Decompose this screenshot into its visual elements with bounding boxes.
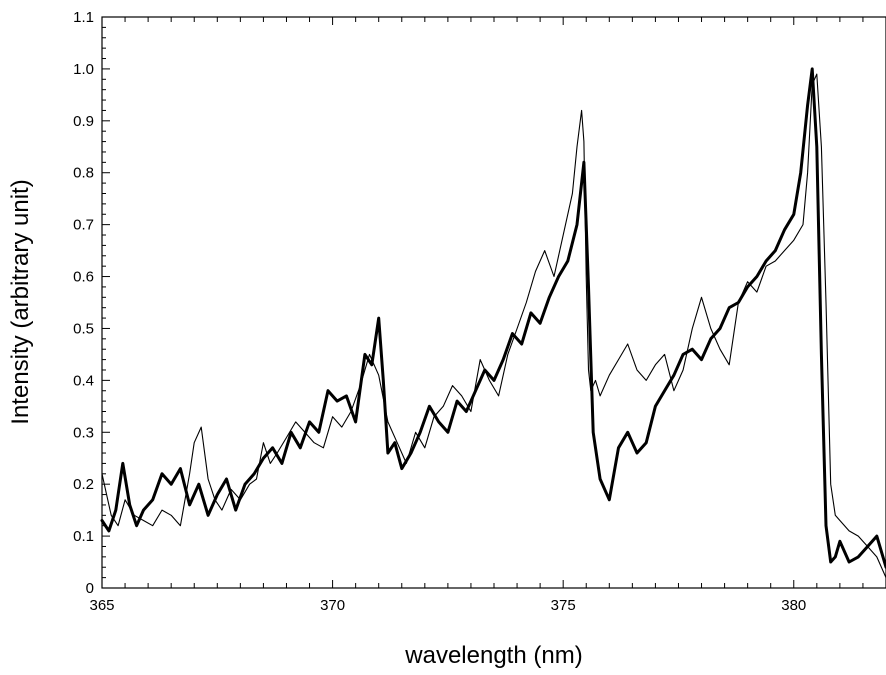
y-tick-label: 1.0 [73, 61, 94, 78]
thin-spectrum-line [101, 73, 886, 578]
y-tick-label: 0.4 [73, 372, 94, 389]
y-tick-label: 0.6 [73, 269, 94, 286]
x-tick-label: 370 [320, 597, 345, 614]
y-tick-label: 0 [86, 580, 94, 597]
y-tick-label: 1.1 [73, 9, 94, 26]
x-tick-label: 380 [781, 597, 806, 614]
y-tick-label: 0.7 [73, 217, 94, 234]
y-tick-label: 0.1 [73, 528, 94, 545]
thick-spectrum-line [100, 67, 886, 569]
plot-frame [101, 16, 886, 589]
y-tick-label: 0.8 [73, 165, 94, 182]
series-layer [100, 67, 886, 578]
x-tick-label: 365 [89, 597, 114, 614]
x-axis-title: wavelength (nm) [404, 642, 582, 669]
y-tick-label: 0.9 [73, 113, 94, 130]
y-axis-ticks: 0 0.1 0.2 0.3 0.4 0.5 0.6 0.7 0.8 0.9 1.0 1.1 [73, 9, 110, 597]
y-tick-label: 0.5 [73, 320, 94, 337]
y-axis-title: Intensity (arbitrary unit) [7, 179, 34, 424]
y-tick-label: 0.3 [73, 424, 94, 441]
y-tick-label: 0.2 [73, 476, 94, 493]
x-axis-ticks: 365 370 375 380 [89, 17, 886, 614]
x-tick-label: 375 [551, 597, 576, 614]
